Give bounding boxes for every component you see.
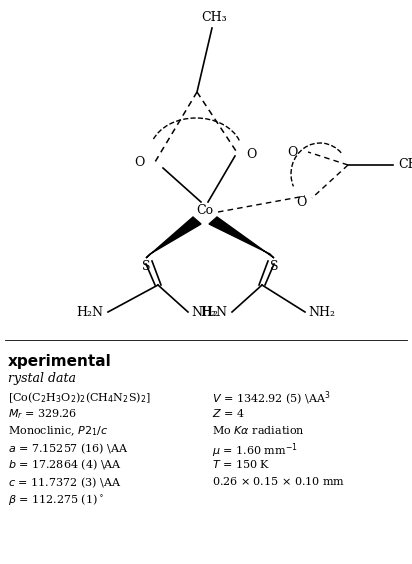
Text: $c$ = 11.7372 (3) \AA: $c$ = 11.7372 (3) \AA [8,475,121,490]
Polygon shape [209,217,274,258]
Text: $V$ = 1342.92 (5) \AA$^3$: $V$ = 1342.92 (5) \AA$^3$ [212,390,331,408]
Text: $a$ = 7.15257 (16) \AA: $a$ = 7.15257 (16) \AA [8,441,129,456]
Text: O: O [297,196,307,209]
Text: Monoclinic, $P2_1/c$: Monoclinic, $P2_1/c$ [8,424,108,438]
Text: H₂N: H₂N [76,306,103,319]
Text: NH₂: NH₂ [191,306,218,319]
Text: S: S [142,259,150,272]
Text: O: O [288,146,298,158]
Text: $T$ = 150 K: $T$ = 150 K [212,458,271,470]
Text: O: O [246,148,256,161]
Text: Co: Co [197,204,213,217]
Text: $Z$ = 4: $Z$ = 4 [212,407,245,419]
Polygon shape [146,217,201,258]
Text: CH₃: CH₃ [201,11,227,24]
Text: Mo $K\alpha$ radiation: Mo $K\alpha$ radiation [212,424,304,436]
Text: $M_r$ = 329.26: $M_r$ = 329.26 [8,407,77,421]
Text: rystal data: rystal data [8,372,76,385]
Text: $b$ = 17.2864 (4) \AA: $b$ = 17.2864 (4) \AA [8,458,122,473]
Text: O: O [135,156,145,169]
Text: S: S [270,259,278,272]
Text: $\mu$ = 1.60 mm$^{-1}$: $\mu$ = 1.60 mm$^{-1}$ [212,441,298,460]
Text: H₂N: H₂N [200,306,227,319]
Text: [Co(C$_2$H$_3$O$_2$)$_2$(CH$_4$N$_2$S)$_2$]: [Co(C$_2$H$_3$O$_2$)$_2$(CH$_4$N$_2$S)$_… [8,390,151,404]
Text: $\beta$ = 112.275 (1)$^\circ$: $\beta$ = 112.275 (1)$^\circ$ [8,492,104,507]
Text: xperimental: xperimental [8,354,112,369]
Text: 0.26 $\times$ 0.15 $\times$ 0.10 mm: 0.26 $\times$ 0.15 $\times$ 0.10 mm [212,475,345,487]
Text: NH₂: NH₂ [308,306,335,319]
Text: CH₃: CH₃ [398,158,412,171]
